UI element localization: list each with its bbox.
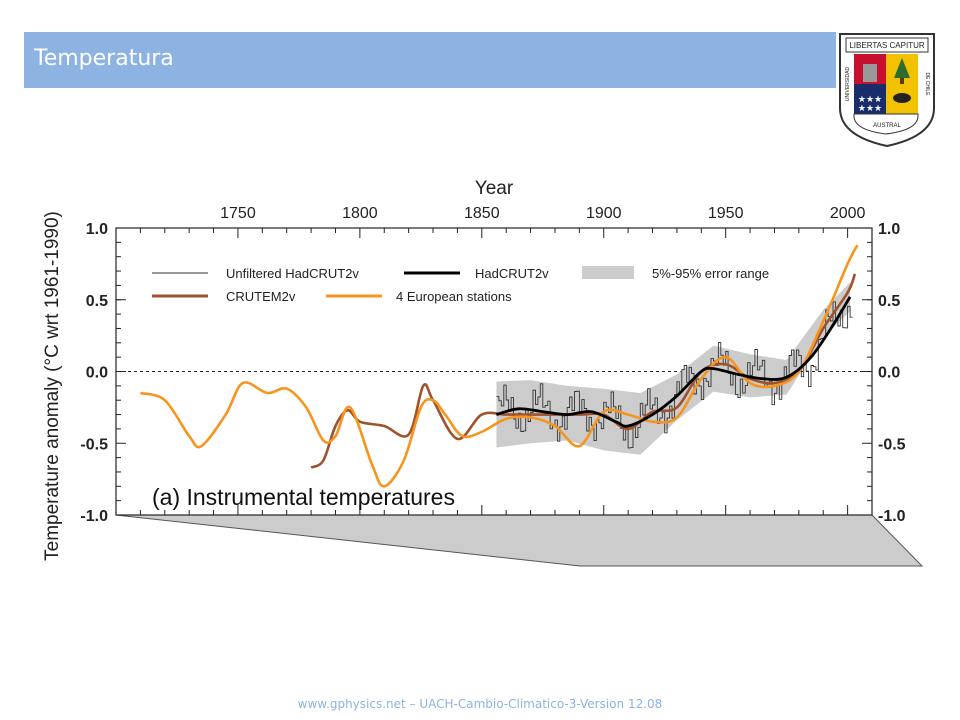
legend-label-hadcrut: HadCRUT2v bbox=[475, 266, 549, 281]
y-tick-label-left: -0.5 bbox=[80, 436, 108, 453]
temperature-chart: -1.0 -1.0 -0.5 -0.5 0.0 0.0 0.5 0.5 1.0 1.0 1750 18… bbox=[42, 178, 924, 567]
y-tick-label-right: 0.5 bbox=[878, 293, 900, 310]
legend-label-crutem: CRUTEM2v bbox=[226, 289, 296, 304]
y-tick-label-right: 0.0 bbox=[878, 365, 900, 382]
x-tick-label: 1850 bbox=[464, 205, 500, 222]
series-hadcrut2v bbox=[496, 296, 852, 428]
slide-title: Temperatura bbox=[34, 46, 174, 71]
x-tick-label: 1900 bbox=[586, 205, 622, 222]
y-tick-label-right: -1.0 bbox=[878, 508, 906, 525]
svg-text:★★★: ★★★ bbox=[858, 103, 882, 113]
legend-label-error-band: 5%-95% error range bbox=[652, 266, 769, 281]
y-tick-label-left: -1.0 bbox=[80, 508, 108, 525]
svg-text:★★★: ★★★ bbox=[858, 94, 882, 104]
footer-text: www.gphysics.net – UACH-Cambio-Climatico… bbox=[297, 697, 663, 711]
zoom-wedge bbox=[115, 514, 924, 567]
x-axis-label: Year bbox=[475, 178, 514, 199]
series-4-european-stations bbox=[140, 244, 859, 488]
x-tick-label: 1950 bbox=[708, 205, 744, 222]
title-bar: Temperatura bbox=[24, 32, 836, 88]
y-tick-label-left: 0.0 bbox=[86, 365, 108, 382]
legend-label-unfiltered: Unfiltered HadCRUT2v bbox=[226, 266, 359, 281]
x-tick-label: 1750 bbox=[220, 205, 256, 222]
legend: Unfiltered HadCRUT2v HadCRUT2v 5%-95% er… bbox=[152, 266, 769, 304]
legend-swatch-error-band bbox=[582, 266, 634, 279]
y-tick-label-right: 1.0 bbox=[878, 221, 900, 238]
series-unfiltered-hadcrut2v bbox=[496, 301, 853, 449]
x-tick-label: 2000 bbox=[830, 205, 866, 222]
x-tick-label: 1800 bbox=[342, 205, 378, 222]
y-tick-label-left: 0.5 bbox=[86, 293, 108, 310]
seal-left-text: UNIVERSIDAD bbox=[845, 67, 851, 102]
y-tick-label-right: -0.5 bbox=[878, 436, 906, 453]
y-tick-label-left: 1.0 bbox=[86, 221, 108, 238]
error-band bbox=[496, 282, 851, 455]
y-axis-label: Temperature anomaly (°C wrt 1961-1990) bbox=[42, 211, 63, 561]
seal-motto: LIBERTAS CAPITUR bbox=[849, 41, 925, 50]
legend-label-european: 4 European stations bbox=[396, 289, 512, 304]
seal-bottom-text: AUSTRAL bbox=[873, 123, 901, 129]
plot-area: -1.0 -1.0 -0.5 -0.5 0.0 0.0 0.5 0.5 1.0 1.0 1750 18… bbox=[80, 205, 905, 525]
panel-label: (a) Instrumental temperatures bbox=[152, 484, 455, 510]
university-seal-logo: ★★★ ★★★ LIBERTAS CAPITUR AUSTRAL UNIVERS… bbox=[839, 33, 935, 148]
seal-right-text: DE CHILE bbox=[924, 72, 930, 96]
